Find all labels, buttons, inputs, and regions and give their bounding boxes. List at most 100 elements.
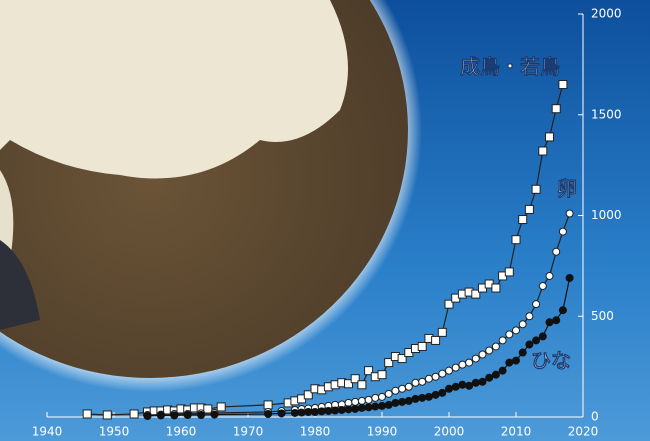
series-label: 成鳥・若鳥 [460,55,560,79]
marker [498,336,507,345]
x-tick-label: 1990 [367,425,398,439]
marker [538,332,547,341]
marker [538,146,548,156]
marker [558,306,567,315]
marker [518,215,528,225]
marker [491,283,501,293]
marker [431,372,440,381]
marker [471,378,480,387]
marker [538,282,547,291]
marker [505,358,514,367]
marker [551,104,561,114]
marker [524,204,534,214]
marker [504,267,514,277]
marker [558,80,568,90]
marker [491,370,500,379]
marker [552,316,561,325]
marker [451,363,460,372]
marker [397,354,407,364]
marker [458,360,467,369]
marker [384,358,394,368]
marker [511,235,521,245]
marker [545,318,554,327]
marker [357,380,367,390]
marker [263,400,273,410]
marker [364,366,374,376]
marker [378,392,386,401]
marker [411,378,420,387]
marker [465,381,474,390]
marker [398,397,407,406]
marker [545,132,554,142]
marker [532,336,541,345]
marker [565,209,574,218]
marker [384,389,393,398]
marker [478,350,487,359]
marker [398,384,407,393]
marker [203,404,213,414]
marker [512,326,520,335]
marker [552,247,561,256]
marker [565,273,574,282]
marker [431,335,441,345]
marker [304,407,313,416]
marker [518,320,527,329]
x-tick-label: 1970 [233,425,264,439]
marker [216,402,226,412]
marker [317,407,326,416]
marker [277,409,286,418]
marker [471,289,481,299]
marker [311,407,319,416]
marker [438,388,447,397]
marker [418,377,427,386]
y-tick-label: 1000 [591,208,622,222]
y-tick-label: 1500 [591,107,622,121]
marker [371,402,380,411]
marker [384,400,393,409]
marker [290,408,299,417]
marker [364,403,373,412]
marker [337,405,346,414]
marker [478,377,487,386]
marker [445,366,453,375]
marker [378,401,386,410]
marker [404,396,413,405]
marker [437,327,447,337]
marker [371,393,380,402]
marker [350,374,360,384]
marker [525,340,534,349]
x-tick-label: 1960 [166,425,197,439]
x-tick-label: 1950 [99,425,130,439]
marker [424,374,433,383]
marker [344,405,353,414]
marker [351,397,360,406]
marker [82,409,92,419]
marker [303,390,313,400]
marker [445,384,453,393]
marker [485,346,494,355]
marker [357,396,366,405]
x-tick-label: 2000 [434,425,465,439]
marker [297,408,306,417]
y-tick-label: 500 [591,309,614,323]
marker [324,406,333,415]
marker [364,395,373,404]
marker [451,382,460,391]
marker [264,409,273,418]
marker [170,411,179,420]
marker [458,380,467,389]
x-tick-label: 2020 [568,425,599,439]
y-tick-label: 0 [591,410,599,424]
marker [444,299,454,309]
marker [525,312,534,321]
x-tick-label: 1980 [300,425,331,439]
marker [391,386,400,395]
marker [431,390,440,399]
marker [391,398,400,407]
marker [512,356,520,365]
marker [471,354,480,363]
marker [498,366,507,375]
marker [465,358,474,367]
marker [102,410,112,420]
